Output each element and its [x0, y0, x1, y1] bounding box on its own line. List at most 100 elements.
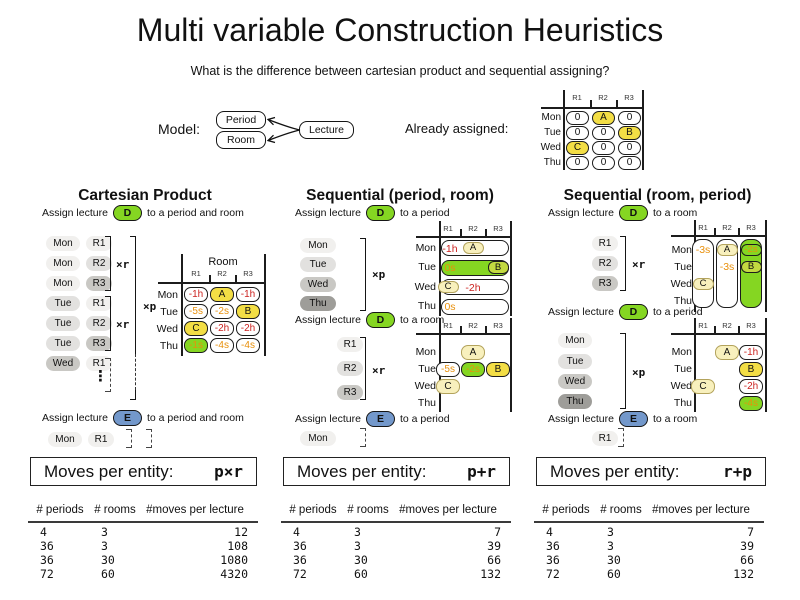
- row-label: Thu: [543, 157, 561, 168]
- stats-value: 36: [546, 539, 560, 553]
- col-header: R1: [698, 223, 708, 232]
- lecture-pill-d: D: [618, 303, 648, 320]
- lecture-pill-d: D: [365, 204, 395, 221]
- xp-label: ×p: [632, 366, 646, 379]
- room-pill: R3: [592, 276, 618, 291]
- day-pill: Mon: [300, 431, 336, 446]
- lecture-ghost-cell: A: [715, 345, 739, 360]
- room-pill: R3: [86, 276, 112, 291]
- row-label: Tue: [160, 306, 178, 318]
- row-label: Thu: [673, 397, 692, 409]
- stats-value: 72: [293, 567, 307, 581]
- assign-suffix: to a period: [399, 412, 450, 425]
- col-header: R2: [598, 93, 608, 102]
- score-cell: -2h: [739, 379, 763, 394]
- col-header: R1: [572, 93, 582, 102]
- header-tick: [485, 326, 487, 333]
- bracket-xp: [130, 236, 136, 354]
- row-label: Tue: [674, 363, 692, 375]
- bracket-dashed: [105, 358, 111, 392]
- stats-value: 36: [40, 539, 54, 553]
- stats-value: 72: [40, 567, 54, 581]
- bracket-xp: [620, 333, 626, 409]
- stats-header: #moves per lecture: [146, 504, 244, 516]
- row-label: Wed: [670, 278, 692, 290]
- table-line: [765, 318, 767, 412]
- lecture-ghost: A: [462, 241, 484, 254]
- lecture-cell: B: [739, 362, 763, 377]
- col-header: R1: [698, 321, 708, 330]
- score-text: -3s: [695, 244, 711, 256]
- stats-value: 4: [546, 525, 553, 539]
- day-pill: Thu: [300, 296, 336, 311]
- stats-header: # periods: [542, 504, 590, 516]
- header-tick: [616, 100, 618, 107]
- day-pill: Thu: [558, 394, 592, 409]
- row-label: Wed: [414, 281, 436, 293]
- assign-suffix: to a period: [399, 206, 450, 219]
- col-header: R1: [191, 269, 201, 278]
- score-cell: -2h: [210, 321, 234, 336]
- table-line: [563, 90, 565, 170]
- stats-value: 3: [354, 525, 361, 539]
- table-line: [642, 90, 644, 170]
- assign-prefix: Assign lecture: [548, 412, 614, 425]
- score-cell: -1h: [739, 345, 763, 360]
- col-header: R2: [722, 321, 732, 330]
- row-label: Wed: [414, 380, 436, 392]
- col-header: R2: [468, 321, 478, 330]
- stats-header: #moves per lecture: [652, 504, 750, 516]
- stats-rule: [28, 521, 258, 523]
- header-tick: [714, 326, 716, 333]
- score-cell: -2s: [210, 304, 234, 319]
- lecture-ghost-cell: C: [691, 379, 715, 394]
- stats-value: 36: [546, 553, 560, 567]
- assign-suffix: to a room: [399, 313, 445, 326]
- header-tick: [714, 228, 716, 235]
- period-box: Period: [216, 111, 266, 129]
- assign-suffix: to a period and room: [146, 411, 244, 424]
- moves-label: Moves per entity:: [44, 461, 174, 481]
- best-score-cell: -2s: [461, 362, 485, 377]
- stats-value: 39: [740, 539, 754, 553]
- bracket-dashed: [360, 428, 366, 447]
- lecture-ghost: C: [692, 277, 714, 290]
- header-tick: [738, 228, 740, 235]
- xr-label: ×r: [632, 258, 646, 271]
- day-pill: Mon: [300, 238, 336, 253]
- room-pill: R2: [86, 256, 112, 271]
- score-text: -1h: [442, 242, 458, 255]
- bracket-xr: [105, 236, 111, 291]
- bracket-xr: [105, 296, 111, 351]
- row-label: Tue: [544, 127, 561, 138]
- room-pill: R2: [337, 361, 363, 376]
- grid-cell: 0: [566, 126, 589, 140]
- stats-value: 108: [227, 539, 248, 553]
- header-tick: [460, 229, 462, 236]
- bracket-dashed: [618, 428, 624, 447]
- table-line: [416, 236, 512, 238]
- stats-value: 3: [101, 539, 108, 553]
- stats-value: 3: [607, 539, 614, 553]
- day-pill: Tue: [46, 296, 80, 311]
- assign-suffix: to a room: [652, 412, 698, 425]
- score-text: -2h: [465, 281, 481, 294]
- score-text: -3s: [719, 261, 735, 273]
- bracket-xp-dashed: [130, 354, 136, 390]
- table-line: [439, 221, 441, 316]
- grid-cell: 0: [566, 111, 589, 125]
- best-score-cell: -1s: [184, 338, 208, 353]
- row-label: Wed: [540, 142, 561, 153]
- bracket-xp: [360, 238, 366, 311]
- stats-value: 30: [607, 553, 621, 567]
- stats-header: # periods: [289, 504, 337, 516]
- assign-suffix: to a room: [652, 206, 698, 219]
- row-label: Thu: [159, 340, 178, 352]
- stats-value: 3: [354, 539, 361, 553]
- stats-value: 4320: [220, 567, 248, 581]
- stats-value: 36: [40, 553, 54, 567]
- stats-header: #moves per lecture: [399, 504, 497, 516]
- row-label: Thu: [673, 295, 692, 307]
- assign-line: Assign lecture E to a period: [295, 410, 450, 427]
